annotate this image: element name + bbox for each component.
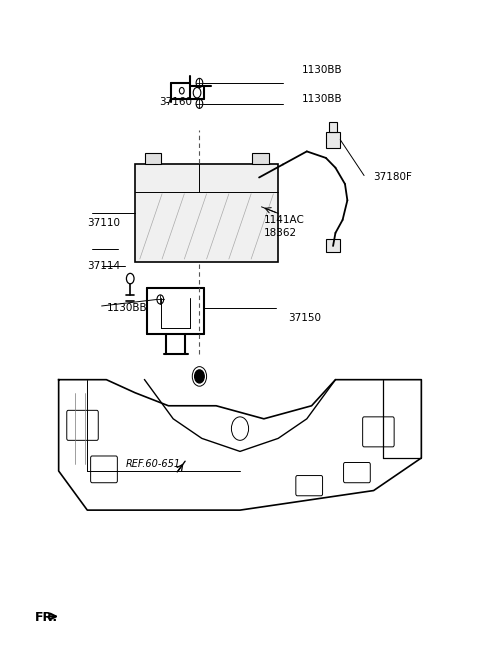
- Text: 18362: 18362: [264, 228, 297, 238]
- FancyBboxPatch shape: [329, 122, 337, 132]
- FancyBboxPatch shape: [135, 164, 278, 262]
- Text: 37160: 37160: [159, 98, 192, 107]
- Text: FR.: FR.: [35, 611, 58, 624]
- FancyBboxPatch shape: [326, 132, 340, 148]
- Text: 1141AC: 1141AC: [264, 215, 305, 225]
- FancyBboxPatch shape: [326, 240, 340, 252]
- Text: 37180F: 37180F: [373, 172, 412, 183]
- Text: 1130BB: 1130BB: [302, 65, 343, 75]
- FancyBboxPatch shape: [144, 153, 161, 164]
- Text: REF.60-651: REF.60-651: [125, 459, 180, 470]
- Text: 1130BB: 1130BB: [302, 94, 343, 104]
- Text: 37150: 37150: [288, 312, 321, 323]
- Text: 37114: 37114: [87, 261, 120, 271]
- Text: 37110: 37110: [87, 218, 120, 228]
- Text: 1130BB: 1130BB: [107, 303, 147, 313]
- Circle shape: [195, 370, 204, 383]
- FancyBboxPatch shape: [252, 153, 269, 164]
